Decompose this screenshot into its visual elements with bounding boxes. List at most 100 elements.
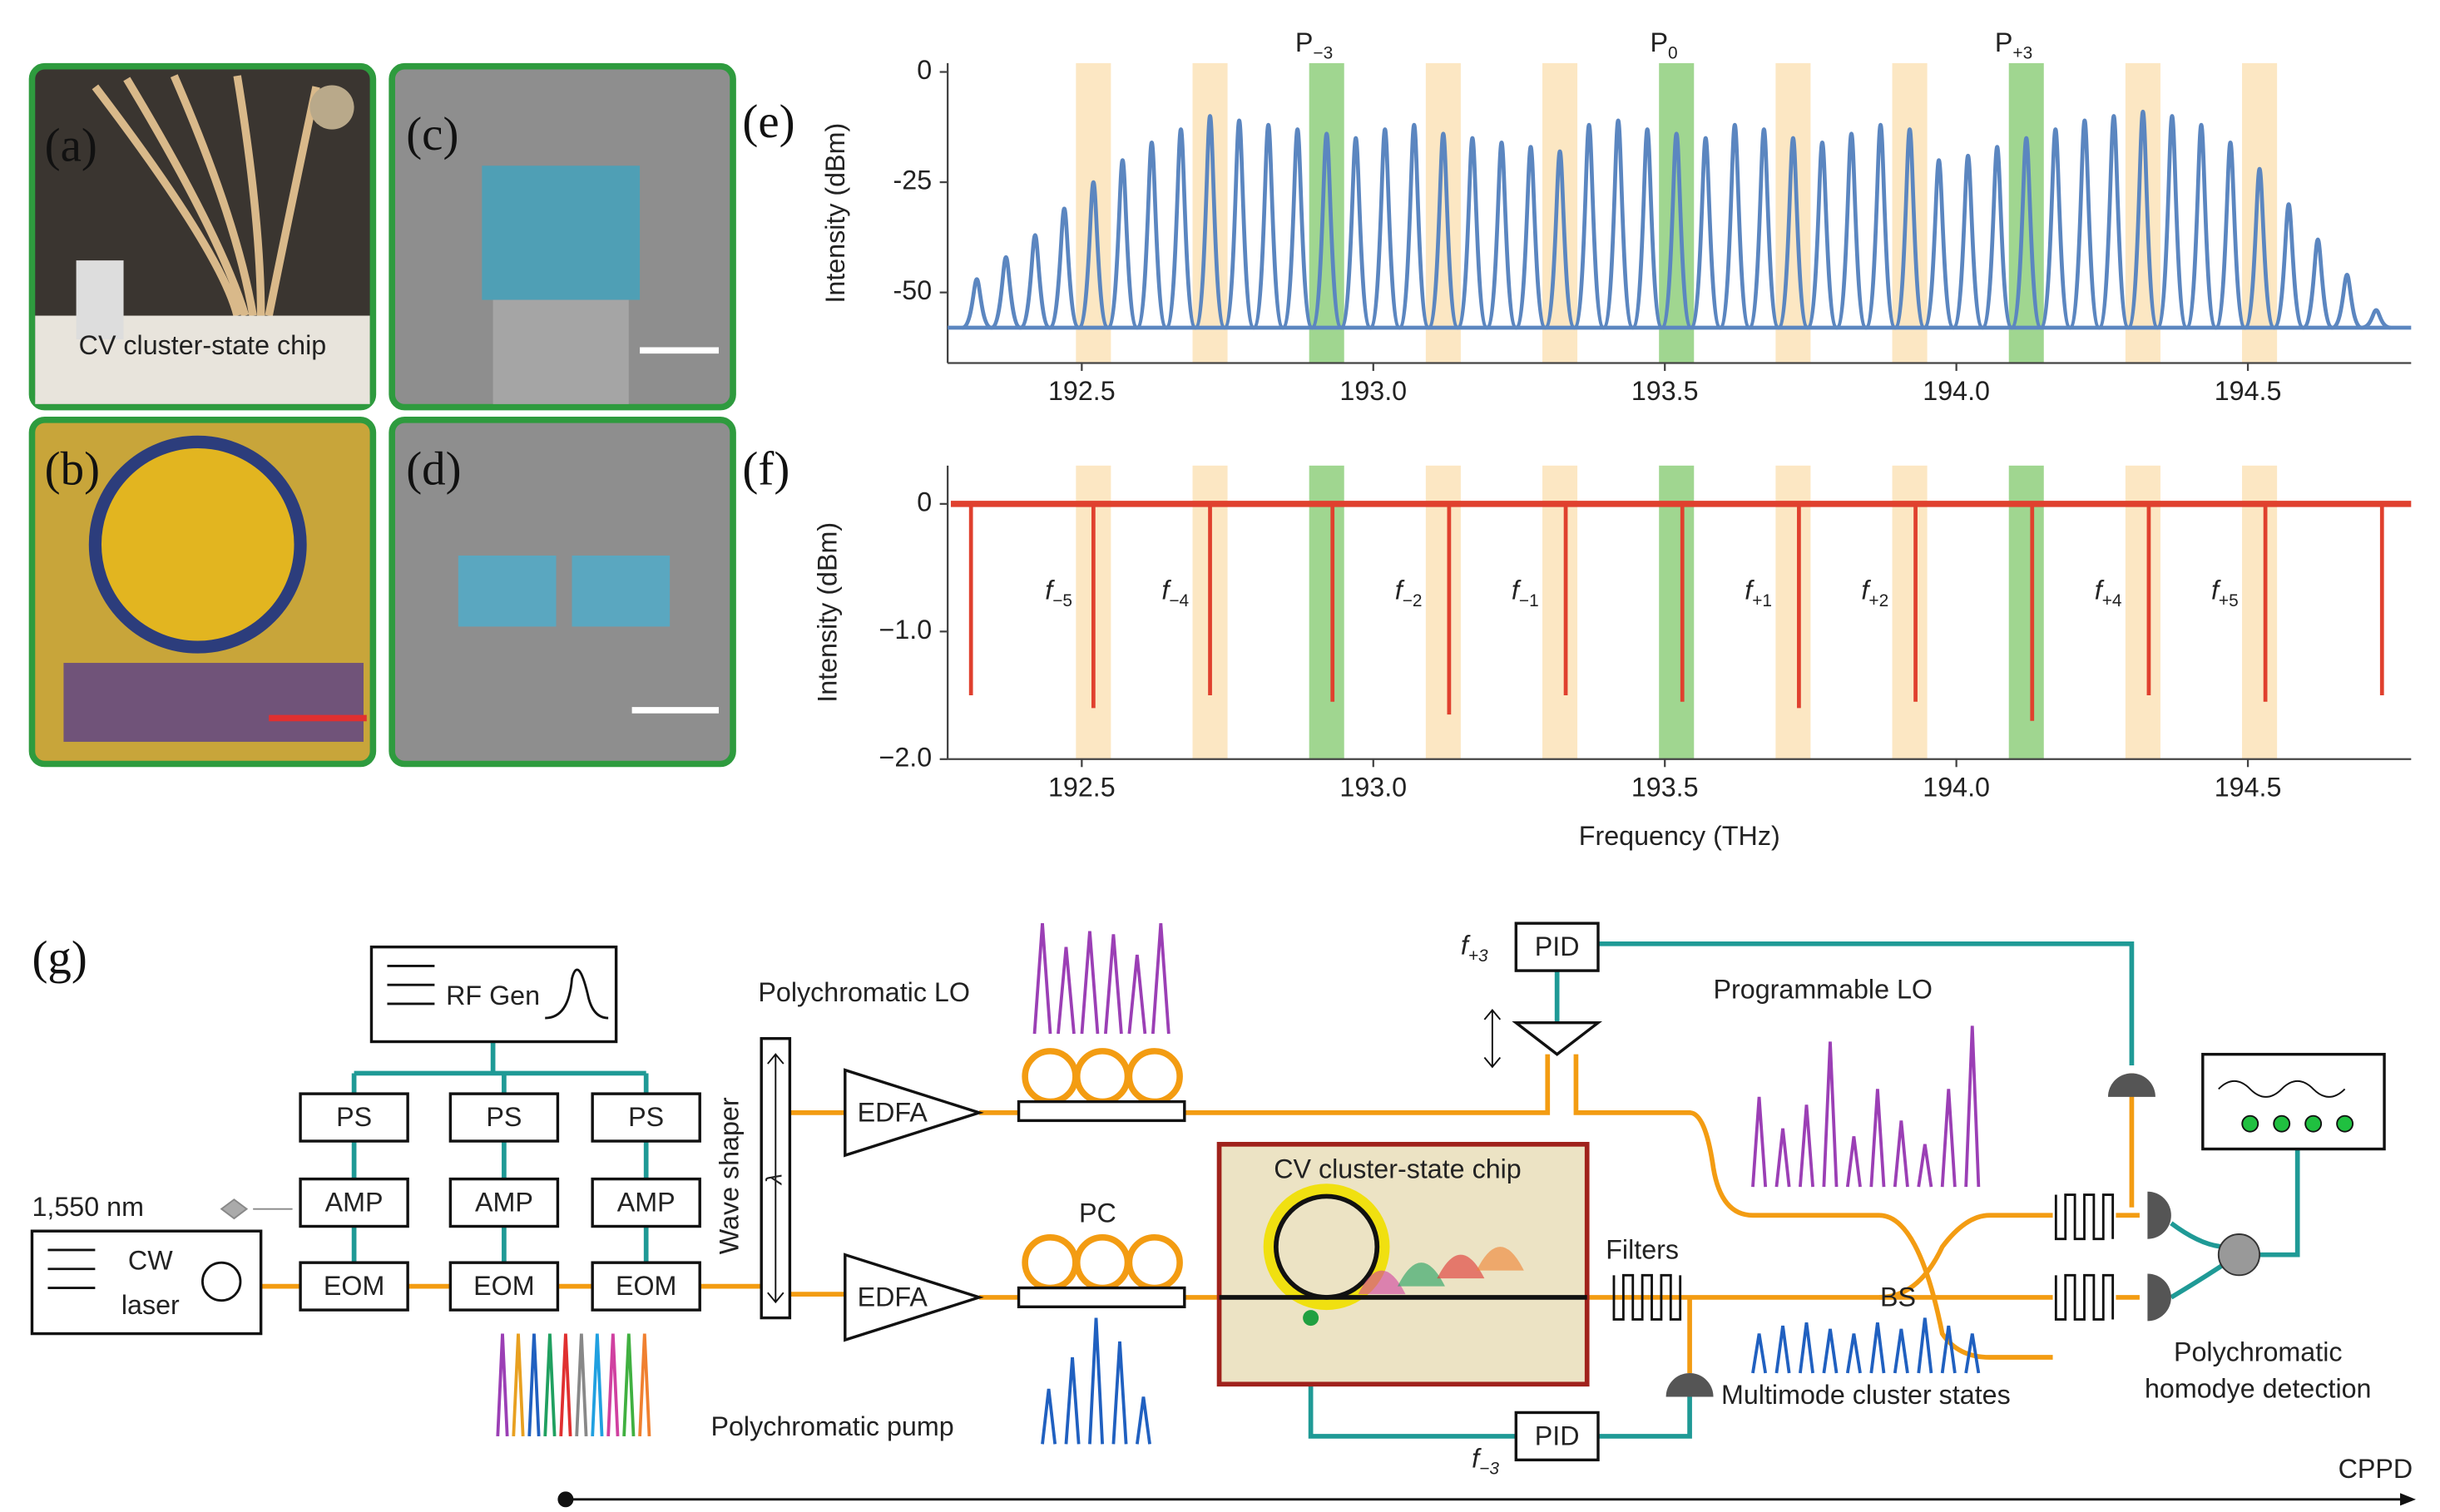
annotation: f−1 — [1512, 575, 1539, 610]
peak — [2243, 166, 2276, 330]
pc — [1022, 1048, 1183, 1292]
annotation-sub: +2 — [1868, 591, 1888, 610]
x-tick-label: 193.0 — [1339, 772, 1407, 802]
arrow-origin — [557, 1491, 574, 1508]
peak — [1193, 114, 1227, 330]
annotation: f−5 — [1045, 575, 1072, 610]
highlight-band — [1659, 465, 1695, 759]
label: Programmable LO — [1714, 974, 1933, 1004]
filter — [2054, 1193, 2115, 1241]
annotation: P+3 — [1995, 27, 2032, 62]
peak — [1222, 118, 1256, 330]
peak — [1718, 122, 1752, 330]
peak — [2185, 122, 2218, 330]
annotation-sub: 0 — [1668, 43, 1678, 62]
icon — [201, 1261, 242, 1302]
spectrum-sketch — [1751, 1025, 1981, 1374]
label: Polychromatic LO — [758, 977, 970, 1007]
label: PC — [1079, 1198, 1116, 1228]
annotation-base: P — [1650, 27, 1668, 57]
annotation: f+4 — [2095, 575, 2122, 610]
panel-label: (c) — [406, 108, 458, 161]
oscilloscope — [2201, 1052, 2386, 1151]
annotation-sub: −1 — [1519, 591, 1539, 610]
spectrum-sketch — [1032, 923, 1171, 1445]
y-axis-label: Intensity (dBm) — [820, 123, 850, 304]
label: Polychromatic pump — [710, 1411, 953, 1441]
label: laser — [121, 1290, 180, 1320]
label: PID — [1535, 1421, 1580, 1450]
rf-generator — [369, 945, 618, 1044]
peak — [1834, 131, 1868, 330]
label: f+3 — [1461, 930, 1488, 965]
label: Polychromatic — [2174, 1337, 2343, 1367]
phase-shifter — [591, 1092, 701, 1143]
photo-a — [28, 62, 377, 411]
arrow-head — [2400, 1493, 2417, 1506]
peak — [1456, 136, 1489, 330]
peak — [961, 277, 992, 330]
label: EOM — [324, 1271, 384, 1301]
highlight-band — [1542, 62, 1578, 363]
peak — [1776, 136, 1810, 330]
annotation-sub: +5 — [2219, 591, 2239, 610]
peak — [2361, 308, 2392, 330]
photo-caption: CV cluster-state chip — [79, 330, 327, 360]
peak — [990, 254, 1022, 330]
mixer — [2217, 1233, 2261, 1277]
setup-diagram: (g) CW laser 1,550 nm RF Gen PS PS PS AM… — [30, 922, 2417, 1508]
filter — [1612, 1273, 1682, 1321]
peak — [1514, 145, 1547, 330]
peak — [2214, 140, 2247, 330]
annotation-sub: +4 — [2102, 591, 2122, 610]
peak — [1368, 127, 1402, 330]
charts: 192.5 193.0 193.5 194.0 194.5 0 -25 -50 Intensit… — [812, 27, 2412, 851]
eom — [299, 1261, 409, 1312]
label: CV cluster-state chip — [1274, 1154, 1522, 1184]
panel-label: (d) — [406, 442, 461, 495]
amplifier — [448, 1177, 560, 1228]
peak — [2272, 202, 2306, 330]
label-sub: −3 — [1479, 1459, 1499, 1478]
panel-label: (g) — [32, 932, 87, 985]
peak — [1893, 127, 1927, 330]
label: CW — [128, 1246, 173, 1276]
highlight-band — [1775, 465, 1811, 759]
icon — [767, 1053, 784, 1304]
peak — [1601, 118, 1635, 330]
annotation: f+1 — [1745, 575, 1772, 610]
annotation-base: f — [1045, 575, 1055, 605]
peak — [1076, 180, 1111, 330]
highlight-band — [2008, 465, 2044, 759]
annotation-sub: −5 — [1052, 591, 1072, 610]
label: Multimode cluster states — [1721, 1380, 2011, 1410]
peak — [1689, 136, 1723, 330]
detector — [1665, 1373, 1714, 1397]
eom — [448, 1261, 560, 1312]
phase-shifter — [299, 1092, 409, 1143]
edfa — [844, 1253, 984, 1342]
x-axis-label: Frequency (THz) — [1579, 821, 1780, 851]
peak — [1572, 122, 1606, 330]
highlight-band — [1892, 465, 1928, 759]
x-tick-label: 193.5 — [1631, 376, 1699, 406]
feedback-wiring — [1308, 941, 2300, 1439]
annotation-base: f — [2095, 575, 2105, 605]
label: homodye detection — [2145, 1373, 2372, 1403]
pulse-sketch — [1358, 1247, 1524, 1295]
edfa — [844, 1068, 984, 1158]
peak — [2155, 114, 2189, 330]
y-tick-label: −2.0 — [878, 742, 932, 772]
peak — [1660, 131, 1694, 330]
peak — [2126, 109, 2160, 330]
x-tick-label: 194.5 — [2215, 376, 2282, 406]
label: f−3 — [1472, 1443, 1499, 1478]
peak — [1980, 145, 2014, 330]
annotation-base: f — [1395, 575, 1405, 605]
x-tick-label: 193.5 — [1631, 772, 1699, 802]
label: Filters — [1606, 1234, 1679, 1264]
x-tick-label: 193.0 — [1339, 376, 1407, 406]
pid — [1514, 922, 1600, 972]
x-tick-label: 192.5 — [1048, 772, 1116, 802]
x-tick-label: 194.0 — [1923, 772, 1990, 802]
